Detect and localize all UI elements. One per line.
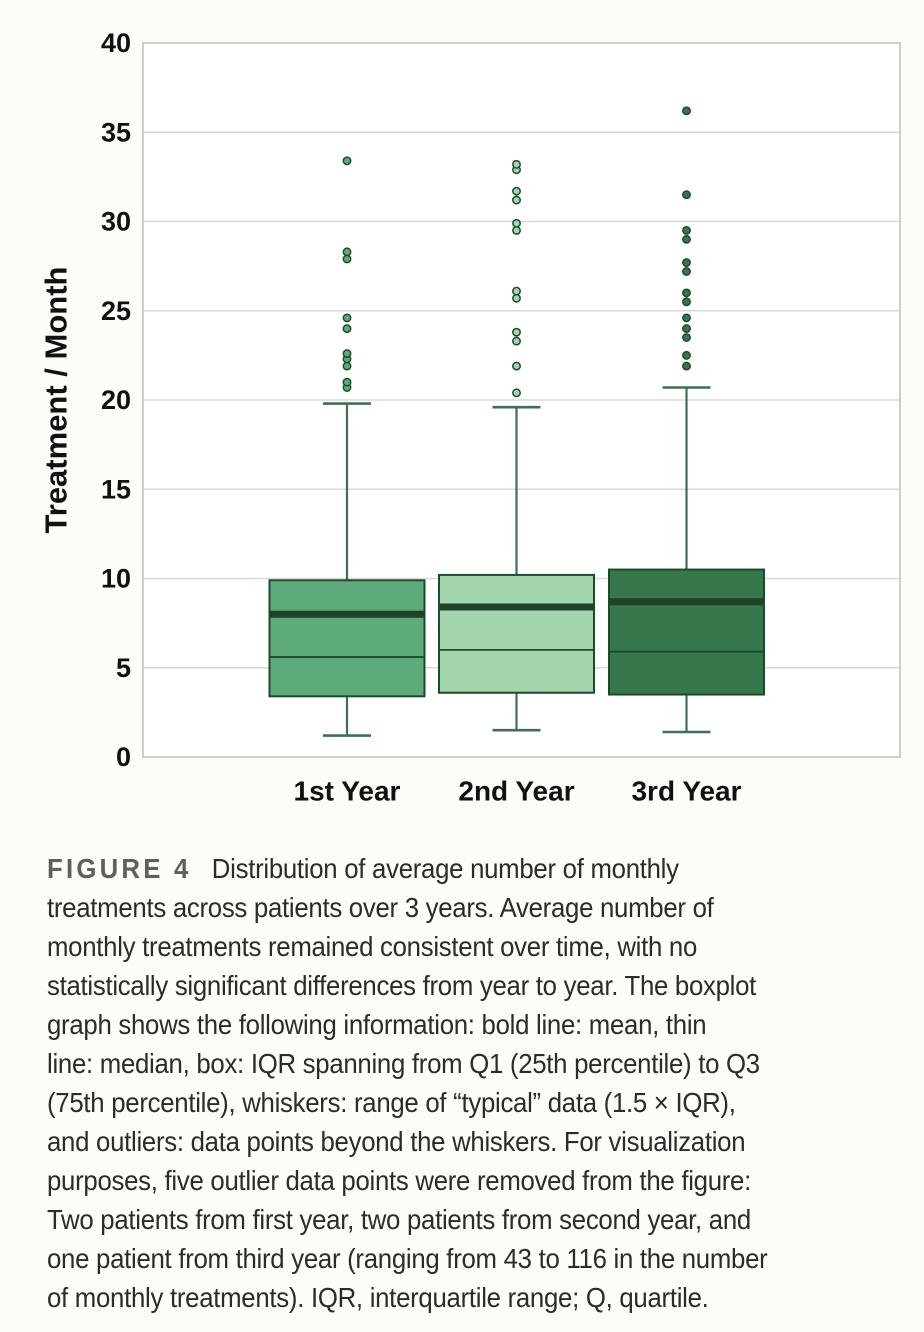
outlier-point [682,267,691,276]
outlier-point [682,333,691,342]
outlier-point [342,156,352,166]
outlier-point [342,377,352,387]
plot-border [142,42,901,758]
outlier-point [342,349,352,359]
caption-line: of monthly treatments). IQR, interquarti… [47,1282,709,1313]
y-tick-label: 40 [101,28,131,58]
outlier-point [512,336,521,346]
outlier-point [682,297,691,307]
outlier-point [342,324,352,334]
outlier-point [342,254,352,264]
caption-line: line: median, box: IQR spanning from Q1 … [47,1048,760,1079]
outlier-point [512,361,521,371]
outlier-point [342,247,352,257]
y-tick-label: 30 [101,207,131,237]
y-tick-label: 35 [101,117,131,147]
iqr-box [438,573,595,694]
outlier-point [342,361,352,371]
outlier-point [512,186,521,196]
outlier-point [512,286,521,296]
figure-caption: FIGURE 4 Distribution of average number o… [47,849,913,1317]
y-tick-label: 25 [101,296,131,326]
caption-line: treatments across patients over 3 years.… [47,892,714,923]
y-axis-title: Treatment / Month [39,267,74,534]
outlier-point [512,293,521,303]
outlier-point [682,313,691,323]
caption-line: one patient from third year (ranging fro… [47,1243,768,1274]
caption-line: Two patients from first year, two patien… [47,1204,751,1235]
outlier-point [342,313,352,323]
caption-line: purposes, five outlier data points were … [47,1165,751,1196]
outlier-point [512,159,521,169]
x-tick-label: 2nd Year [458,776,574,807]
figure-label: FIGURE 4 [47,853,192,884]
boxplot-svg: 0 5 10 15 20 25 30 35 40 Treatment / Month 1st Yea… [39,28,901,807]
x-tick-label: 3rd Year [631,776,741,807]
outlier-point [682,190,691,200]
caption-line: graph shows the following information: b… [47,1009,707,1040]
outlier-point [682,361,691,371]
iqr-box [608,568,765,696]
outlier-point [512,327,521,337]
y-tick-label: 20 [101,385,131,415]
y-tick-label: 5 [116,653,131,683]
caption-line: monthly treatments remained consistent o… [47,931,698,962]
outlier-point [682,225,691,235]
x-tick-label: 1st Year [294,776,401,807]
caption-text: Distribution of average number of monthl… [211,853,679,884]
outlier-point [512,195,521,205]
outlier-point [682,258,691,268]
y-tick-label: 10 [101,564,131,594]
outlier-point [682,234,691,244]
caption-line: FIGURE 4 Distribution of average number o… [47,849,844,888]
iqr-box [268,579,426,698]
outlier-point [682,324,691,334]
caption-line: and outliers: data points beyond the whi… [47,1126,746,1157]
y-tick-label: 0 [116,742,131,772]
outlier-point [682,350,691,360]
caption-line: statistically significant differences fr… [47,970,757,1001]
outlier-point [512,225,521,235]
outlier-point [682,106,691,116]
caption-line: (75th percentile), whiskers: range of “t… [47,1087,736,1118]
boxplot-figure: 0 5 10 15 20 25 30 35 40 Treatment / Month 1st Yea… [38,28,901,807]
outlier-point [512,388,521,398]
outlier-point [682,288,691,298]
y-tick-label: 15 [101,474,131,504]
outlier-point [512,218,521,228]
